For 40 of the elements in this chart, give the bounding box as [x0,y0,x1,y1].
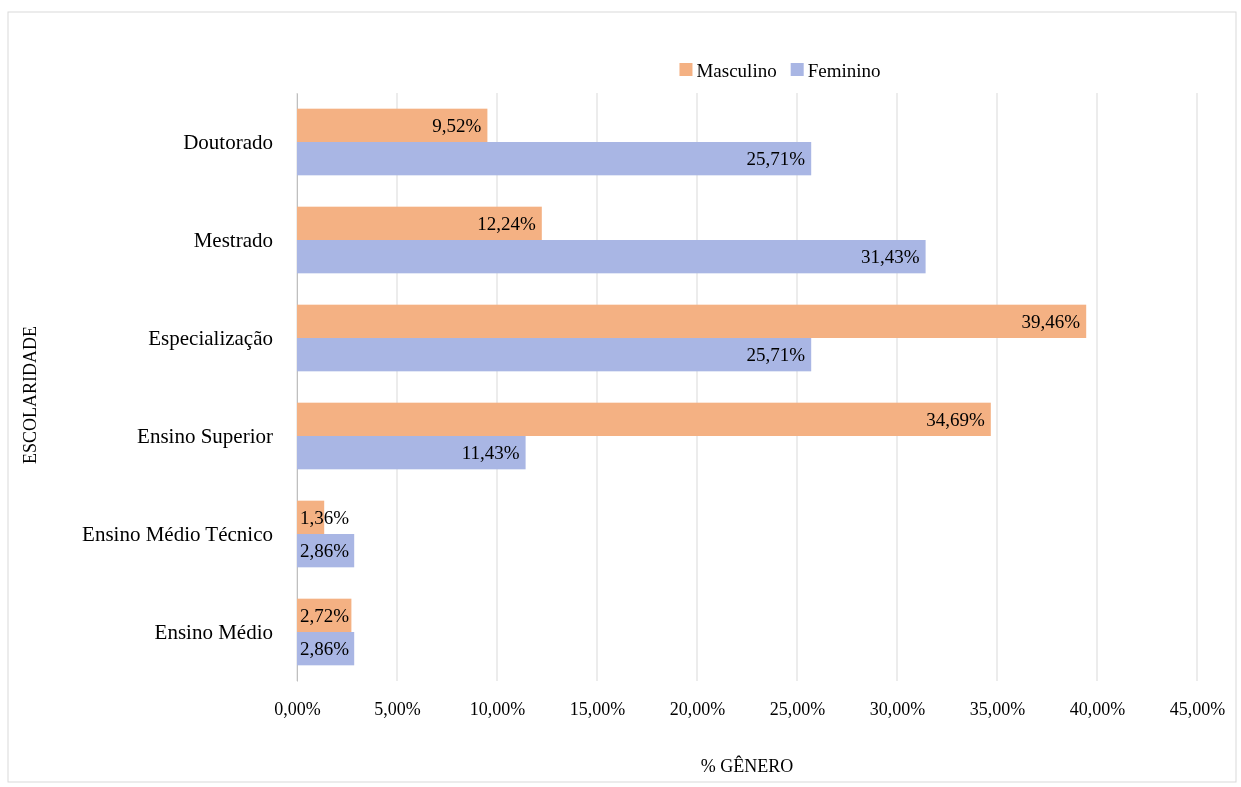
x-tick-label: 30,00% [869,698,926,719]
x-tick-label: 25,00% [769,698,826,719]
x-axis-title: % GÊNERO [700,755,794,776]
x-tick-label: 40,00% [1069,698,1126,719]
legend-label: Masculino [696,59,777,81]
x-tick-label: 0,00% [274,698,321,719]
bar [297,142,812,176]
data-label: 2,86% [300,540,350,562]
data-label: 9,52% [432,114,482,136]
bar [297,240,926,274]
x-tick-label: 5,00% [374,698,421,719]
x-tick-label: 15,00% [569,698,626,719]
y-tick-label: Ensino Médio Técnico [82,521,273,546]
y-tick-label: Ensino Superior [137,423,274,448]
data-label: 2,72% [300,604,350,626]
data-label: 34,69% [926,408,985,430]
bar [297,108,488,142]
y-tick-label: Doutorado [183,129,273,154]
bar [297,304,1087,338]
data-label: 39,46% [1021,310,1081,332]
data-label: 25,71% [746,148,806,170]
x-tick-label: 35,00% [969,698,1026,719]
y-axis-title: ESCOLARIDADE [20,326,40,464]
data-label: 12,24% [477,212,536,234]
bar [297,436,526,470]
data-label: 25,71% [746,344,806,366]
bar [297,402,991,436]
data-label: 1,36% [300,506,350,528]
data-label: 2,86% [300,638,350,660]
x-tick-label: 45,00% [1169,698,1226,719]
x-tick-label: 20,00% [669,698,726,719]
y-tick-label: Mestrado [193,227,273,252]
bar [297,338,812,372]
y-tick-label: Ensino Médio [154,619,273,644]
data-label: 11,43% [461,442,520,464]
y-tick-label: Especialização [148,325,273,350]
x-tick-label: 10,00% [469,698,526,719]
legend-label: Feminino [807,59,881,81]
bar [297,206,542,240]
data-label: 31,43% [861,246,920,268]
